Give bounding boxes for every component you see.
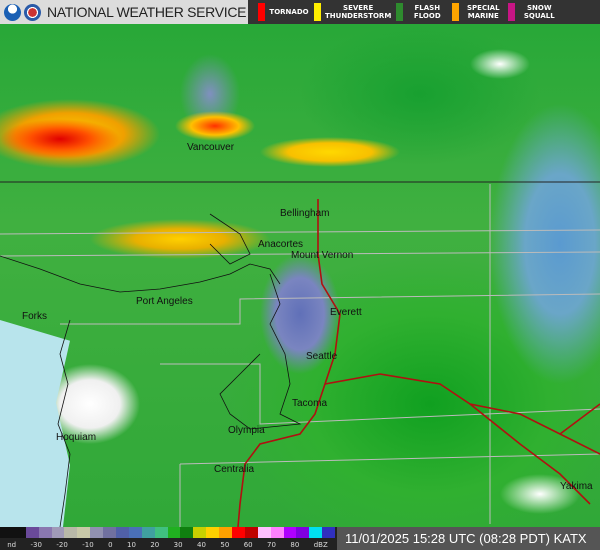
legend-swatch <box>232 527 245 538</box>
dbz-legend: nd -30 -20 -10 0 10 20 30 40 50 60 70 80 dBZ <box>0 527 336 550</box>
legend-swatch <box>38 527 52 538</box>
legend-tick: 20 <box>150 540 160 549</box>
warning-label: TORNADO <box>269 8 309 16</box>
legend-swatch <box>64 527 78 538</box>
legend-tick: -30 <box>30 540 42 549</box>
legend-swatch <box>219 527 233 538</box>
legend-swatch <box>296 527 310 538</box>
city-label: Centralia <box>214 464 255 475</box>
legend-swatch <box>116 527 129 538</box>
city-label: Vancouver <box>187 142 235 153</box>
warning-swatch <box>258 3 265 21</box>
legend-swatch <box>283 527 297 538</box>
legend-swatch <box>193 527 207 538</box>
legend-swatch <box>12 527 26 538</box>
legend-tick: 40 <box>197 540 206 549</box>
legend-swatch <box>180 527 194 538</box>
footer: nd -30 -20 -10 0 10 20 30 40 50 60 70 80 dBZ 11/01/20… <box>0 527 600 550</box>
warning-item: SPECIAL MARINE <box>452 0 503 24</box>
legend-tick: 80 <box>290 540 300 549</box>
legend-swatch <box>206 527 220 538</box>
legend-swatch <box>25 527 39 538</box>
city-label: Everett <box>330 307 362 318</box>
warning-swatch <box>396 3 404 21</box>
city-label: Olympia <box>228 425 265 436</box>
coastlines <box>0 213 302 527</box>
warning-item: FLASH FLOOD <box>396 0 447 24</box>
legend-swatch <box>141 527 155 538</box>
site-title: NATIONAL WEATHER SERVICE <box>47 4 247 20</box>
city-label: Yakima <box>560 481 593 492</box>
legend-tick: dBZ <box>313 540 328 549</box>
city-label: Port Angeles <box>136 296 193 307</box>
radar-map[interactable]: Vancouver Bellingham Anacortes Mount Vernon… <box>0 24 600 527</box>
warning-label: SPECIAL MARINE <box>466 4 500 20</box>
header: NATIONAL WEATHER SERVICE TORNADO SEVERE T… <box>0 0 600 24</box>
legend-swatch <box>0 527 13 538</box>
warning-item: SNOW SQUALL <box>508 0 559 24</box>
legend-swatch <box>128 527 142 538</box>
legend-swatch <box>51 527 65 538</box>
legend-ticks: nd -30 -20 -10 0 10 20 30 40 50 60 70 80 dBZ <box>0 539 335 550</box>
legend-tick: 30 <box>173 540 183 549</box>
legend-swatch <box>103 527 117 538</box>
timestamp: 11/01/2025 15:28 UTC (08:28 PDT) KATX <box>337 527 600 550</box>
legend-tick: 50 <box>220 540 230 549</box>
city-label: Bellingham <box>280 208 330 219</box>
warning-item: SEVERE THUNDERSTORM <box>314 0 391 24</box>
city-label: Anacortes <box>258 239 304 250</box>
legend-color-bar <box>0 527 336 538</box>
warning-label: FLASH FLOOD <box>413 4 441 20</box>
city-label: Seattle <box>306 351 338 362</box>
warning-swatch <box>452 3 460 21</box>
legend-tick: 70 <box>267 540 276 549</box>
legend-swatch <box>270 527 284 538</box>
noaa-logo-icon <box>4 3 21 21</box>
legend-swatch <box>322 527 336 538</box>
interstates <box>237 199 600 527</box>
legend-swatch <box>309 527 323 538</box>
legend-tick: nd <box>7 540 17 549</box>
warning-swatch <box>508 3 516 21</box>
brand: NATIONAL WEATHER SERVICE <box>0 0 248 24</box>
legend-tick: 60 <box>243 540 253 549</box>
legend-swatch <box>244 527 258 538</box>
warning-item: TORNADO <box>258 0 309 24</box>
legend-tick: -10 <box>82 540 94 549</box>
city-label: Forks <box>22 311 47 322</box>
map-overlays <box>0 181 600 527</box>
city-label: Tacoma <box>292 398 328 409</box>
city-label: Hoquiam <box>56 432 97 443</box>
legend-tick: -20 <box>56 540 68 549</box>
legend-swatch <box>77 527 91 538</box>
legend-tick: 10 <box>126 540 136 549</box>
legend-swatch <box>257 527 271 538</box>
warning-swatch <box>314 3 321 21</box>
legend-swatch <box>154 527 168 538</box>
warning-label: SEVERE THUNDERSTORM <box>325 4 392 20</box>
county-borders <box>0 184 600 527</box>
legend-swatch <box>90 527 104 538</box>
warning-label: SNOW SQUALL <box>523 4 555 20</box>
warning-legend: TORNADO SEVERE THUNDERSTORM FLASH FLOOD SPE… <box>248 0 600 24</box>
city-label: Mount Vernon <box>291 250 354 261</box>
nws-logo-icon <box>24 3 41 21</box>
legend-tick: 0 <box>108 540 113 549</box>
legend-swatch <box>167 527 181 538</box>
